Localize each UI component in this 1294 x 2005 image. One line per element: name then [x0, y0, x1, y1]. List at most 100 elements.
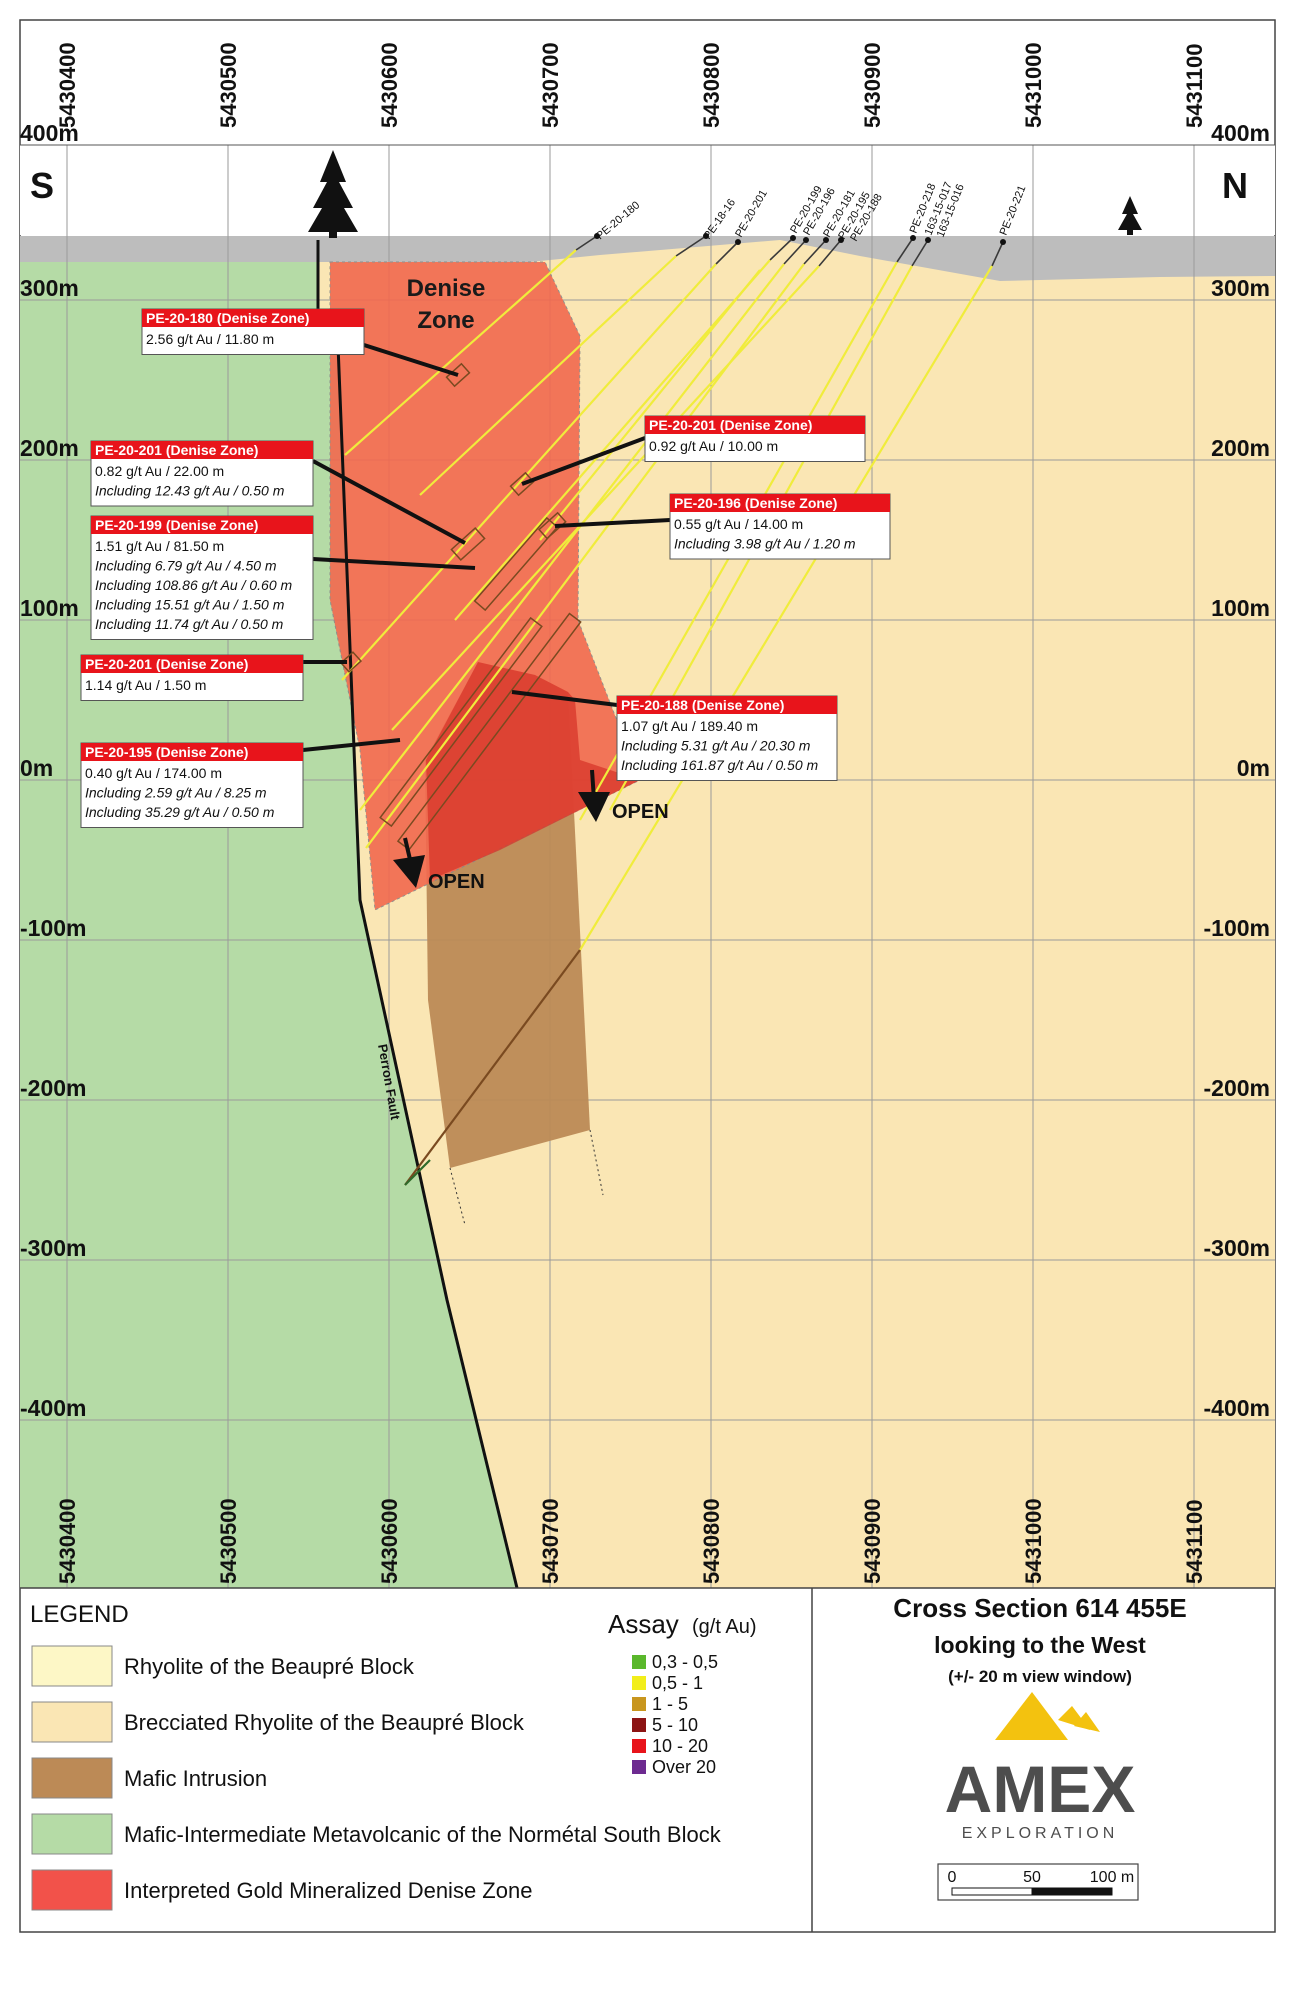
- elevation-label: -300m: [20, 1235, 86, 1261]
- easting-label: 5431100: [1182, 1500, 1207, 1584]
- scale-label: 100 m: [1090, 1869, 1134, 1886]
- scale-label: 50: [1023, 1869, 1041, 1886]
- section-subtitle: looking to the West: [934, 1632, 1146, 1658]
- assay-swatch: [632, 1739, 646, 1753]
- legend-swatch: [31, 1813, 113, 1855]
- logo-wordmark: AMEX: [945, 1752, 1136, 1826]
- open-label: OPEN: [612, 801, 669, 823]
- easting-label: 5431100: [1182, 44, 1207, 128]
- callout-line: Including 161.87 g/t Au / 0.50 m: [621, 757, 819, 773]
- intercept-callout: PE-20-201 (Denise Zone) 1.14 g/t Au / 1.5…: [80, 654, 304, 701]
- assay-swatch: [632, 1655, 646, 1669]
- legend-label: Rhyolite of the Beaupré Block: [124, 1654, 415, 1679]
- logo-subtitle: EXPLORATION: [962, 1825, 1119, 1842]
- callout-title: PE-20-196 (Denise Zone): [674, 495, 837, 511]
- elevation-label: 100m: [1211, 595, 1270, 621]
- legend-item: Brecciated Rhyolite of the Beaupré Block: [31, 1701, 525, 1743]
- callout-title: PE-20-188 (Denise Zone): [621, 697, 784, 713]
- zone-label-line1: Denise: [407, 275, 486, 302]
- elevation-label: -400m: [1204, 1395, 1270, 1421]
- easting-label: 5430800: [699, 1498, 724, 1584]
- assay-swatch: [632, 1718, 646, 1732]
- callout-title: PE-20-201 (Denise Zone): [95, 442, 258, 458]
- open-label: OPEN: [428, 871, 485, 893]
- scale-label: 0: [948, 1869, 957, 1886]
- elevation-axis-right: 400m 300m 200m 100m 0m -100m -200m -300m -400m: [1204, 120, 1270, 1421]
- elevation-label: 200m: [20, 435, 79, 461]
- easting-label: 5430700: [538, 1498, 563, 1584]
- easting-label: 5430500: [216, 1498, 241, 1584]
- easting-label: 5430700: [538, 42, 563, 128]
- legend-swatch: [31, 1645, 113, 1687]
- callout-line: Including 5.31 g/t Au / 20.30 m: [621, 738, 811, 754]
- elevation-label: -200m: [1204, 1075, 1270, 1101]
- legend: Rhyolite of the Beaupré Block Brecciated …: [31, 1645, 722, 1911]
- callout-leaders: [302, 343, 671, 752]
- elevation-label: 200m: [1211, 435, 1270, 461]
- south-label: S: [30, 165, 54, 206]
- view-window-note: (+/- 20 m view window): [948, 1667, 1132, 1686]
- elevation-label: 400m: [1211, 120, 1270, 146]
- assay-item: Over 20: [632, 1757, 716, 1777]
- assay-item: 0,5 - 1: [632, 1673, 703, 1693]
- intercept-callout: PE-20-196 (Denise Zone) 0.55 g/t Au / 14.…: [669, 493, 891, 560]
- callout-line: Including 12.43 g/t Au / 0.50 m: [95, 483, 285, 499]
- assay-unit: (g/t Au): [692, 1616, 756, 1638]
- callout-line: 0.55 g/t Au / 14.00 m: [674, 516, 803, 532]
- callout-line: Including 35.29 g/t Au / 0.50 m: [85, 804, 275, 820]
- easting-label: 5431000: [1021, 1498, 1046, 1584]
- intercept-callout: PE-20-201 (Denise Zone) 0.92 g/t Au / 10.…: [644, 415, 866, 462]
- callout-line: 0.40 g/t Au / 174.00 m: [85, 765, 222, 781]
- intercept-callout: PE-20-199 (Denise Zone) 1.51 g/t Au / 81.…: [90, 515, 314, 640]
- legend-item: Mafic-Intermediate Metavolcanic of the N…: [31, 1813, 722, 1855]
- easting-label: 5430600: [377, 1498, 402, 1584]
- easting-label: 5430900: [860, 1498, 885, 1584]
- elevation-label: 300m: [1211, 275, 1270, 301]
- elevation-label: -100m: [1204, 915, 1270, 941]
- callout-title: PE-20-201 (Denise Zone): [85, 656, 248, 672]
- assay-item: 0,3 - 0,5: [632, 1652, 718, 1672]
- tree-icon: [1118, 196, 1142, 235]
- grid-lines: [20, 144, 1275, 1588]
- section-title: Cross Section 614 455E: [893, 1593, 1186, 1623]
- easting-label: 5430500: [216, 42, 241, 128]
- zone-label-line2: Zone: [417, 307, 474, 334]
- elevation-label: -100m: [20, 915, 86, 941]
- assay-label: 1 - 5: [652, 1694, 688, 1714]
- callout-line: Including 2.59 g/t Au / 8.25 m: [85, 785, 267, 801]
- elevation-axis-left: 400m 300m 200m 100m 0m -100m -200m -300m -400m: [20, 120, 86, 1421]
- legend-label: Mafic Intrusion: [124, 1766, 267, 1791]
- callout-title: PE-20-201 (Denise Zone): [649, 417, 812, 433]
- assay-label: 10 - 20: [652, 1736, 708, 1756]
- callout-line: Including 15.51 g/t Au / 1.50 m: [95, 597, 285, 613]
- callout-line: 1.07 g/t Au / 189.40 m: [621, 718, 758, 734]
- assay-label: 0,3 - 0,5: [652, 1652, 718, 1672]
- intercept-callout: PE-20-201 (Denise Zone) 0.82 g/t Au / 22.…: [90, 440, 314, 507]
- open-arrow-icon: OPEN: [393, 837, 485, 893]
- intercept-callout: PE-20-180 (Denise Zone) 2.56 g/t Au / 11.…: [141, 308, 365, 355]
- elevation-label: -300m: [1204, 1235, 1270, 1261]
- elevation-label: -400m: [20, 1395, 86, 1421]
- assay-label: 0,5 - 1: [652, 1673, 703, 1693]
- intercept-callout: PE-20-188 (Denise Zone) 1.07 g/t Au / 189…: [616, 695, 838, 781]
- callout-line: 2.56 g/t Au / 11.80 m: [146, 331, 274, 347]
- easting-label: 5430400: [55, 1498, 80, 1584]
- elevation-label: 400m: [20, 120, 79, 146]
- assay-item: 10 - 20: [632, 1736, 708, 1756]
- legend-label: Mafic-Intermediate Metavolcanic of the N…: [124, 1822, 722, 1847]
- intercept-callouts: PE-20-180 (Denise Zone) 2.56 g/t Au / 11.…: [80, 308, 891, 828]
- legend-item: Mafic Intrusion: [31, 1757, 267, 1799]
- legend-label: Brecciated Rhyolite of the Beaupré Block: [124, 1710, 525, 1735]
- open-arrow-icon: OPEN: [578, 769, 669, 823]
- callout-line: Including 108.86 g/t Au / 0.60 m: [95, 577, 293, 593]
- callout-title: PE-20-195 (Denise Zone): [85, 744, 248, 760]
- elevation-label: 100m: [20, 595, 79, 621]
- scale-bar: 0 50 100 m: [937, 1863, 1139, 1901]
- legend-label: Interpreted Gold Mineralized Denise Zone: [124, 1878, 532, 1903]
- assay-label: Over 20: [652, 1757, 716, 1777]
- elevation-label: 0m: [1237, 755, 1270, 781]
- assay-item: 5 - 10: [632, 1715, 698, 1735]
